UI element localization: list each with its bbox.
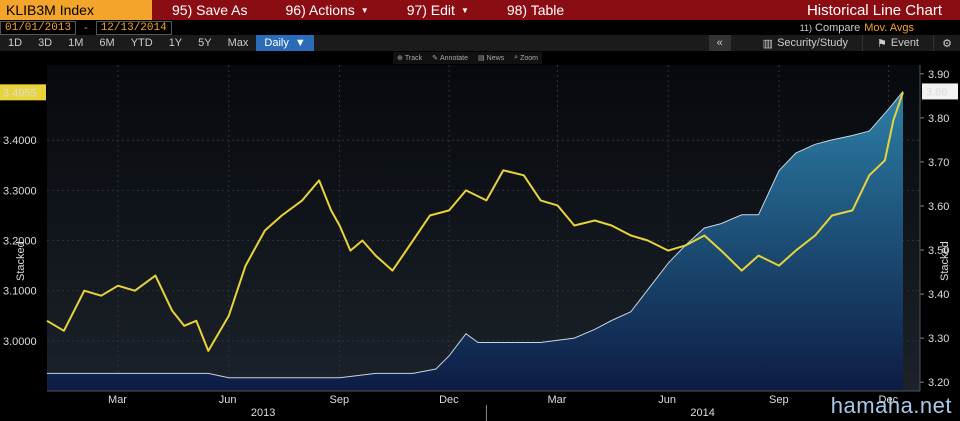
left-tick-label: 3.3000 (3, 185, 37, 197)
table-label: 98) Table (506, 2, 565, 18)
news-tool[interactable]: ▤ News (478, 52, 504, 64)
chart-icon: ▥ (762, 37, 774, 50)
collapse-button[interactable]: « (708, 35, 731, 51)
right-tick-label: 3.40 (928, 289, 949, 301)
news-label: News (486, 54, 505, 62)
area-fill (47, 91, 903, 392)
magnifier-icon: ⌕ (514, 54, 519, 61)
x-tick-label: Sep (769, 394, 789, 406)
right-tick-label: 3.60 (928, 201, 949, 213)
news-icon: ▤ (478, 55, 485, 62)
actions-label: 96) Actions (285, 2, 355, 18)
right-tick-label: 3.80 (928, 113, 949, 125)
period-label: Daily (264, 37, 289, 49)
track-tool[interactable]: ⊕ Track (397, 52, 422, 64)
left-tick-label: 3.4000 (3, 135, 37, 147)
mov-avgs-button[interactable]: Mov. Avgs (864, 21, 914, 34)
left-tick-label: 3.1000 (3, 286, 37, 298)
area-series (47, 91, 904, 392)
range-3d[interactable]: 3D (38, 37, 53, 49)
right-tick-label: 3.20 (928, 377, 949, 389)
zoom-tool[interactable]: ⌕ Zoom (514, 52, 538, 64)
year-label: 2013 (251, 407, 275, 419)
line-series (46, 91, 904, 352)
range-6m[interactable]: 6M (99, 37, 115, 49)
event-button[interactable]: ⚑ Event (863, 35, 934, 51)
date-bar: 01/01/2013 - 12/13/2014 11) Compare Mov.… (0, 20, 960, 35)
left-axis: 3.0000 3.1000 3.2000 3.3000 3.4000 (3, 135, 37, 348)
menu-bar: KLIB3M Index 95) Save As 96) Actions ▼ 97… (0, 0, 960, 20)
left-last-value: 3.4955 (3, 87, 37, 99)
right-last-value: 3.86 (926, 86, 947, 98)
annotate-tool[interactable]: ✎ Annotate (432, 52, 468, 64)
edit-menu[interactable]: 97) Edit ▼ (387, 2, 487, 18)
event-label: Event (890, 37, 919, 49)
year-label: 2014 (690, 407, 714, 419)
left-tick-label: 3.2000 (3, 236, 37, 248)
left-tick-label: 3.0000 (3, 336, 37, 348)
right-axis-label: Stacked (939, 241, 951, 281)
date-separator: - (84, 21, 88, 34)
compare-number: 11) (799, 22, 812, 33)
save-as-label: 95) Save As (172, 2, 248, 18)
x-tick-label: Sep (330, 394, 350, 406)
pencil-icon: ✎ (432, 55, 438, 62)
right-last-value-badge: 3.86 (922, 83, 958, 100)
range-max[interactable]: Max (227, 37, 249, 49)
security-study-label: Security/Study (777, 37, 848, 49)
x-axis: Mar Jun Sep Dec Mar Jun Sep Dec 2013 2014 (47, 390, 920, 421)
edit-label: 97) Edit (406, 2, 455, 18)
start-date-input[interactable]: 01/01/2013 (0, 20, 77, 35)
crosshair-icon: ⊕ (397, 55, 403, 62)
security-study-button[interactable]: ▥ Security/Study (749, 35, 863, 51)
x-tick-label: Mar (547, 394, 566, 406)
actions-menu[interactable]: 96) Actions ▼ (266, 2, 387, 18)
range-1y[interactable]: 1Y (168, 37, 183, 49)
x-tick-label: Mar (108, 394, 127, 406)
annotate-label: Annotate (440, 54, 469, 62)
x-tick-label: Jun (658, 394, 676, 406)
period-dropdown[interactable]: Daily ▼ (256, 35, 314, 51)
caret-down-icon: ▼ (294, 37, 306, 49)
chart-tools: ⊕ Track ✎ Annotate ▤ News ⌕ Zoom (393, 52, 542, 64)
right-tick-label: 3.90 (928, 69, 949, 81)
range-5y[interactable]: 5Y (198, 37, 212, 49)
zoom-label: Zoom (520, 54, 538, 62)
range-1d[interactable]: 1D (8, 37, 23, 49)
caret-down-icon: ▼ (460, 5, 469, 15)
right-tick-label: 3.30 (928, 333, 949, 345)
save-as-menu[interactable]: 95) Save As (152, 2, 266, 18)
range-ytd[interactable]: YTD (130, 37, 153, 49)
gear-icon[interactable]: ⚙ (942, 37, 952, 50)
watermark: hamaha.net (830, 393, 952, 418)
left-axis-label: Stacked (15, 241, 27, 281)
x-tick-label: Jun (219, 394, 237, 406)
x-tick-label: Dec (879, 394, 899, 406)
flag-icon: ⚑ (876, 37, 887, 50)
caret-down-icon: ▼ (360, 5, 369, 15)
area-outline (47, 91, 904, 379)
table-menu[interactable]: 98) Table (487, 2, 582, 18)
compare-label: Compare (815, 21, 861, 34)
ticker-field[interactable]: KLIB3M Index (0, 0, 152, 20)
compare-button[interactable]: 11) Compare (800, 22, 865, 34)
line-path (46, 91, 904, 352)
left-last-value-badge: 3.4955 (0, 84, 46, 101)
range-toolbar: 1D 3D 1M 6M YTD 1Y 5Y Max Daily ▼ « ▥ Secu… (0, 35, 960, 51)
range-1m[interactable]: 1M (68, 37, 84, 49)
right-tick-label: 3.70 (928, 157, 949, 169)
end-date-input[interactable]: 12/13/2014 (95, 20, 172, 35)
x-tick-label: Dec (439, 394, 459, 406)
right-axis: 3.20 3.30 3.40 3.50 3.60 3.70 3.80 3.90 (919, 65, 949, 391)
track-label: Track (404, 54, 423, 62)
page-title: Historical Line Chart (806, 1, 942, 19)
right-tick-label: 3.50 (928, 245, 949, 257)
